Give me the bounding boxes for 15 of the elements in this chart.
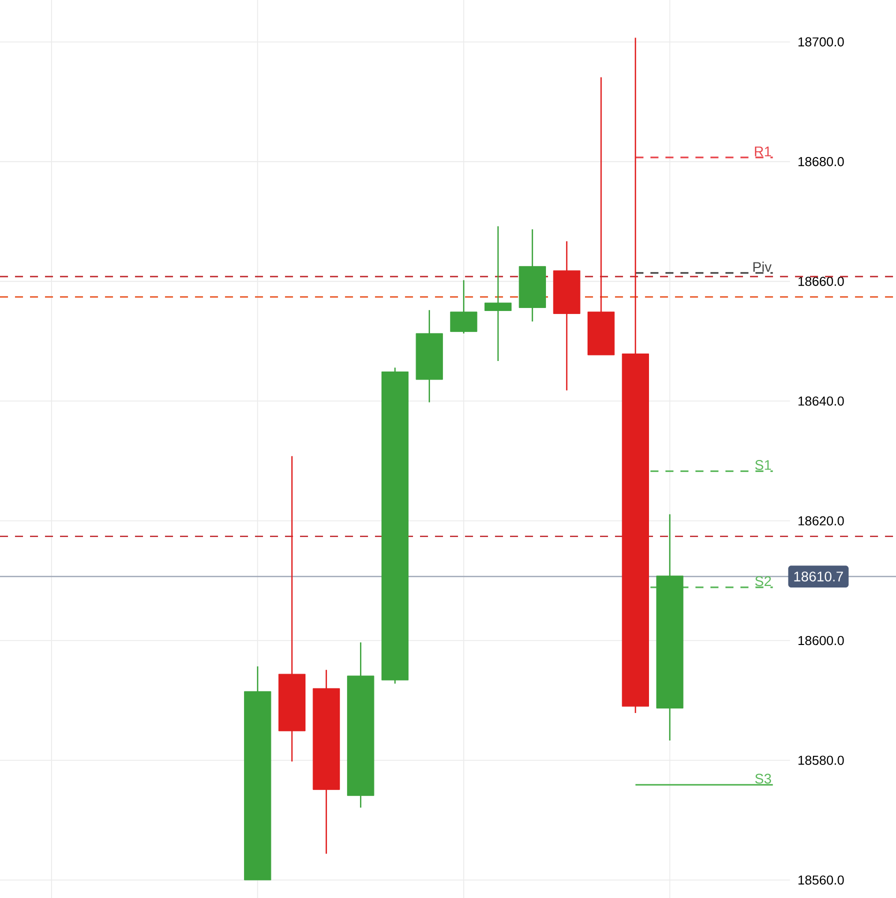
- y-tick-label: 18640.0: [798, 396, 844, 406]
- ref-line-label: Piv: [753, 262, 772, 272]
- y-tick-label: 18700.0: [798, 37, 844, 46]
- y-tick-label: 18580.0: [798, 756, 844, 765]
- ref-line-label: S3: [755, 774, 772, 784]
- candlestick: [484, 226, 512, 362]
- y-tick-label: 18560.0: [798, 875, 844, 885]
- y-tick-label: 18620.0: [798, 516, 844, 526]
- y-tick-label: 18660.0: [798, 276, 844, 286]
- annotation: 18610.7: [794, 572, 843, 582]
- ref-line-label: S2: [755, 576, 771, 586]
- y-tick-label: 18680.0: [798, 157, 844, 166]
- ref-line-label: S1: [755, 460, 771, 470]
- y-tick-label: 18600.0: [798, 636, 844, 646]
- ref-line-label: R1: [754, 146, 771, 156]
